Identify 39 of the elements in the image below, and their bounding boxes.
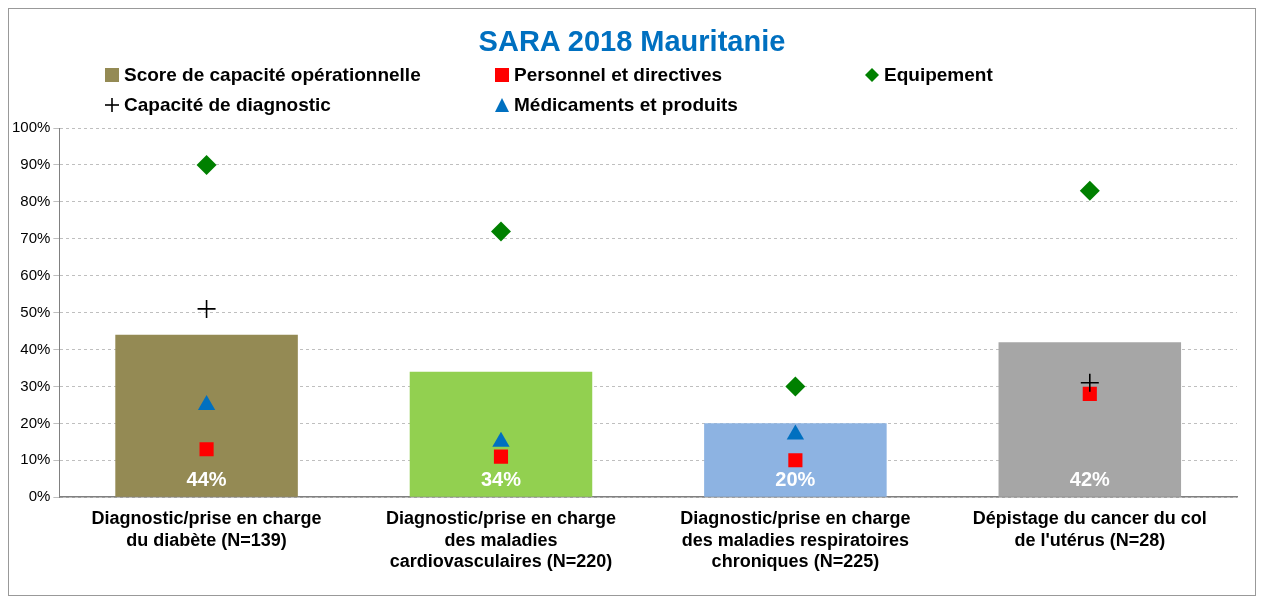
y-tick-label: 10%: [20, 450, 51, 468]
point: [1079, 180, 1100, 201]
y-tick-label: 80%: [20, 191, 51, 209]
point: [1082, 386, 1097, 401]
y-tick-label: 100%: [11, 118, 51, 136]
x-tick-label: Diagnostic/prise en charge des maladies cardiovasculaires (N=220): [385, 507, 617, 572]
point: [785, 376, 806, 397]
bar: [704, 423, 887, 497]
point: [199, 442, 214, 457]
legend-label: Score de capacité opérationnelle: [124, 64, 421, 86]
y-tick-label: 0%: [28, 487, 51, 505]
y-tick-label: 20%: [20, 413, 51, 431]
point: [788, 453, 803, 468]
y-tick-label: 60%: [20, 265, 51, 283]
point: [493, 449, 509, 464]
x-tick-label: Dépistage du cancer du col de l'utérus (N=28): [972, 507, 1207, 550]
data-label: 42%: [1069, 468, 1111, 491]
legend-label: Equipement: [884, 64, 993, 86]
bar: [409, 371, 593, 497]
chart-title: SARA 2018 Mauritanie: [477, 25, 787, 58]
data-label: 34%: [480, 468, 522, 491]
bar: [115, 334, 298, 497]
point: [196, 299, 217, 319]
data-label: 44%: [186, 468, 227, 491]
y-tick-label: 30%: [20, 376, 51, 394]
y-tick-label: 90%: [20, 155, 51, 173]
x-tick-label: Diagnostic/prise en charge du diabète (N=139): [91, 507, 322, 550]
point: [196, 154, 217, 175]
data-label: 20%: [775, 468, 816, 491]
point: [1080, 372, 1100, 393]
x-tick-label: Diagnostic/prise en charge des maladies respiratoires chroniques (N=225): [680, 507, 911, 572]
y-tick-label: 70%: [20, 228, 51, 246]
y-tick-label: 40%: [20, 339, 51, 357]
legend-label: Personnel et directives: [514, 64, 723, 86]
y-tick-label: 50%: [20, 302, 51, 320]
legend-label: Capacité de diagnostic: [124, 94, 331, 116]
legend-label: Médicaments et produits: [514, 94, 738, 116]
bar: [998, 342, 1182, 497]
point: [490, 221, 511, 242]
